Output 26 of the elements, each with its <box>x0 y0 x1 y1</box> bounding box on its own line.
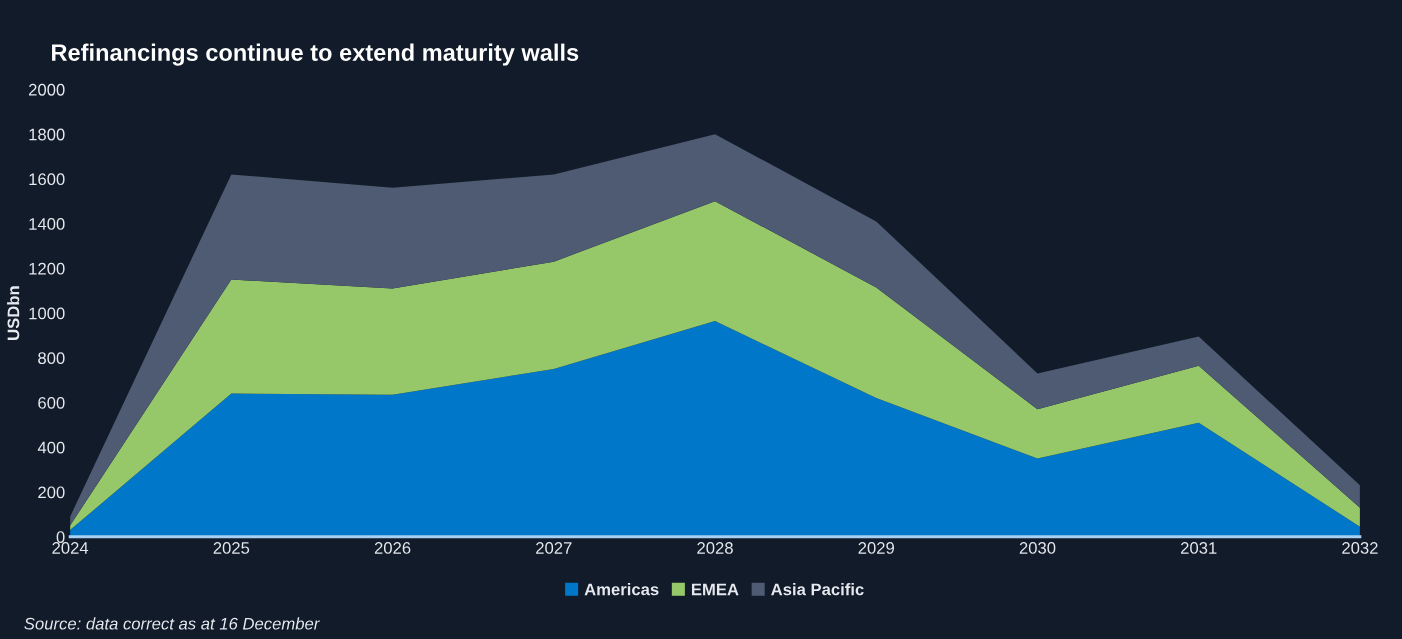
y-tick-label: 800 <box>38 352 65 365</box>
legend-label: Americas <box>584 583 659 596</box>
y-tick-label: 1800 <box>29 128 65 141</box>
x-tick-label: 2032 <box>1342 542 1378 554</box>
y-tick-label: 2000 <box>29 83 65 96</box>
x-tick-label: 2030 <box>1019 542 1056 554</box>
y-tick-label: 200 <box>38 486 65 499</box>
legend-label: EMEA <box>691 583 739 596</box>
y-tick-label: 400 <box>37 441 65 454</box>
y-tick-label: 600 <box>38 396 65 409</box>
x-tick-label: 2031 <box>1181 542 1217 554</box>
x-tick-label: 2029 <box>858 542 894 554</box>
x-tick-label: 2026 <box>374 542 411 554</box>
y-tick-label: 1600 <box>29 173 65 186</box>
y-tick-label: 1000 <box>29 307 65 320</box>
y-tick-label: 1200 <box>29 262 65 275</box>
x-tick-label: 2024 <box>52 542 89 554</box>
y-tick-label: 1400 <box>29 218 65 230</box>
x-tick-label: 2025 <box>213 542 250 554</box>
y-axis-title: USDbn <box>7 286 20 340</box>
x-tick-label: 2028 <box>697 542 733 554</box>
chart-title: Refinancings continue to extend maturity walls <box>52 43 579 66</box>
x-tick-label: 2027 <box>536 542 572 554</box>
y-tick-label: 0 <box>56 531 65 543</box>
legend-label: Asia Pacific <box>771 583 864 596</box>
source-note: Source: data correct as at 16 December <box>24 617 320 630</box>
